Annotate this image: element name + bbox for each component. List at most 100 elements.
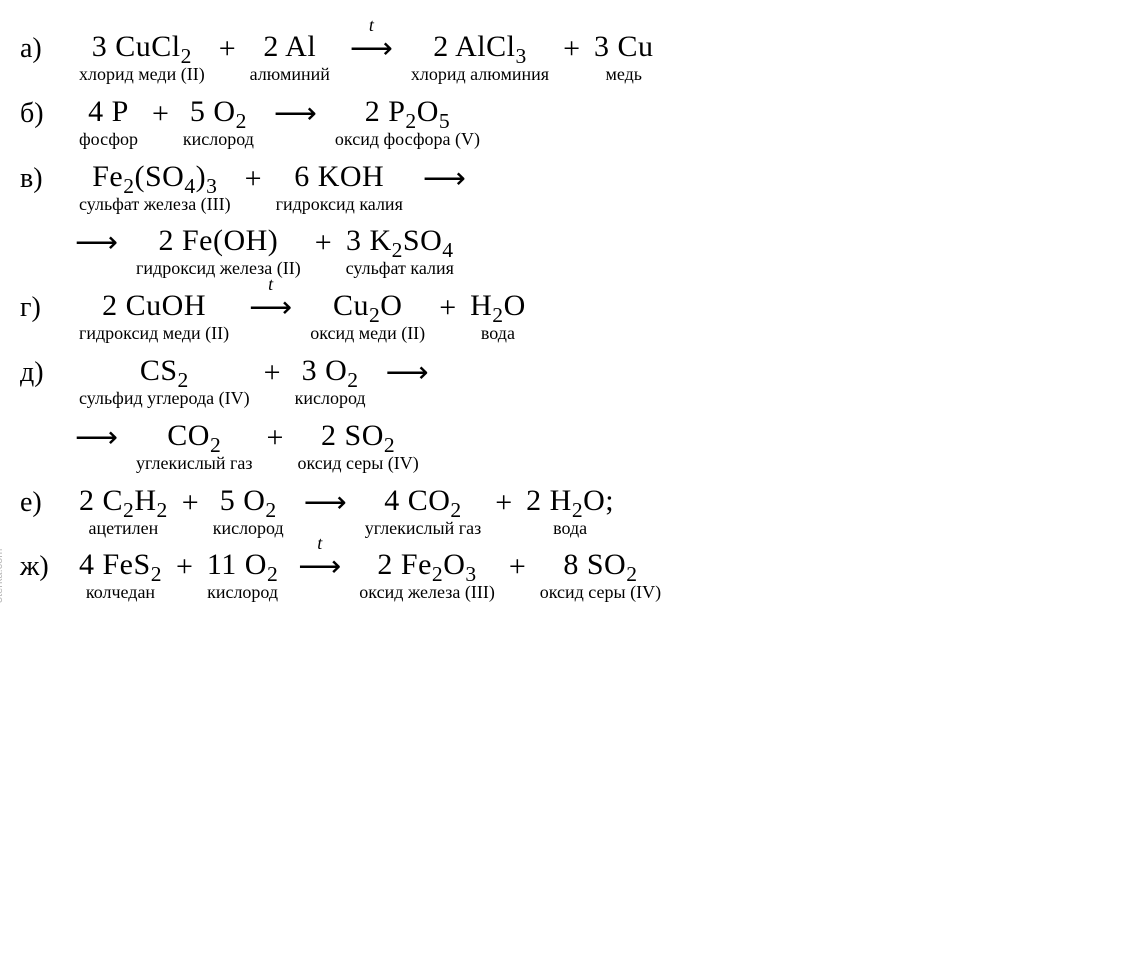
operator-plus: + (553, 30, 590, 65)
chemical-term: 3 Cuмедь (594, 30, 654, 85)
operator-plus: + (235, 160, 272, 195)
operator-plus: + (209, 30, 246, 65)
chemical-formula: 2 H2O; (526, 484, 614, 517)
compound-label: фосфор (79, 130, 138, 150)
chemical-term: 2 C2H2ацетилен (79, 484, 168, 539)
compound-label: сульфид углерода (IV) (79, 389, 250, 409)
chemical-formula: 3 O2 (302, 354, 359, 387)
chemical-formula: Fe2(SO4)3 (92, 160, 217, 193)
equation-marker: в) (20, 160, 75, 195)
chemical-term: 4 Pфосфор (79, 95, 138, 150)
equation-marker: а) (20, 30, 75, 65)
compound-label: оксид серы (IV) (297, 454, 418, 474)
chemical-term: 11 O2кислород (207, 548, 278, 603)
chemical-term: Cu2Oоксид меди (II) (310, 289, 425, 344)
chemical-formula: 5 O2 (190, 95, 247, 128)
chemical-term: 5 O2кислород (213, 484, 284, 539)
chemical-formula: 3 Cu (594, 30, 654, 63)
equation-line: в) Fe2(SO4)3сульфат железа (III)+6 KOHгид… (20, 160, 1094, 215)
compound-label: ацетилен (89, 519, 159, 539)
equation-line: ж)4 FeS2колчедан +11 O2кислород⟶t2 Fe2O3о… (20, 548, 1094, 603)
chemical-term: 2 AlCl3хлорид алюминия (411, 30, 549, 85)
operator-plus: + (142, 95, 179, 130)
chemical-formula: H2O (470, 289, 526, 322)
compound-label: хлорид меди (II) (79, 65, 205, 85)
compound-label: углекислый газ (365, 519, 482, 539)
compound-label: кислород (183, 130, 254, 150)
equation-line: г)2 CuOHгидроксид меди (II)⟶tCu2Oоксид м… (20, 289, 1094, 344)
chemical-term: 4 CO2углекислый газ (365, 484, 482, 539)
chemical-term: 2 CuOHгидроксид меди (II) (79, 289, 229, 344)
chemical-term: 8 SO2оксид серы (IV) (540, 548, 661, 603)
reaction-arrow: ⟶t (233, 289, 306, 324)
temperature-condition: t (317, 534, 320, 554)
chemical-term: H2Oвода (470, 289, 526, 344)
compound-label: колчедан (86, 583, 155, 603)
compound-label: сульфат калия (346, 259, 454, 279)
equation-marker: д) (20, 354, 75, 389)
operator-plus: + (499, 548, 536, 583)
equation-marker: г) (20, 289, 75, 324)
chemical-term: CO2углекислый газ (136, 419, 253, 474)
chemical-formula: 2 AlCl3 (433, 30, 527, 63)
compound-label: гидроксид железа (II) (136, 259, 301, 279)
chemical-term: 2 Alалюминий (250, 30, 330, 85)
chemical-formula: 2 Al (263, 30, 316, 63)
chemical-formula: 8 SO2 (563, 548, 637, 581)
chemical-formula: 11 O2 (207, 548, 278, 581)
watermark: 5terka.com (0, 549, 5, 603)
chemical-formula: CO2 (167, 419, 221, 452)
equation-line: а)3 CuCl2хлорид меди (II)+2 Alалюминий⟶t… (20, 30, 1094, 85)
compound-label: углекислый газ (136, 454, 253, 474)
compound-label: вода (553, 519, 587, 539)
chemical-term: CS2сульфид углерода (IV) (79, 354, 250, 409)
operator-plus: + (257, 419, 294, 454)
equation-marker: е) (20, 484, 75, 519)
equation-line: ⟶CO2углекислый газ+2 SO2оксид серы (IV) (20, 419, 1094, 474)
chemical-term: 3 K2SO4сульфат калия (346, 224, 454, 279)
equation-line: б)4 Pфосфор+5 O2кислород⟶2 P2O5оксид фос… (20, 95, 1094, 150)
compound-label: кислород (207, 583, 278, 603)
equation-marker: ж) (20, 548, 75, 583)
chemical-term: 2 H2O;вода (526, 484, 614, 539)
chemical-formula: 2 Fe2O3 (377, 548, 476, 581)
temperature-condition: t (369, 16, 372, 36)
chemical-term: 2 P2O5оксид фосфора (V) (335, 95, 480, 150)
chemical-term: 6 KOHгидроксид калия (276, 160, 403, 215)
operator-plus: + (305, 224, 342, 259)
chemical-formula: 4 P (88, 95, 129, 128)
compound-label: гидроксид меди (II) (79, 324, 229, 344)
chemical-term: 4 FeS2колчедан (79, 548, 162, 603)
chemical-term: 3 CuCl2хлорид меди (II) (79, 30, 205, 85)
chemical-formula: 6 KOH (294, 160, 384, 193)
equation-marker: б) (20, 95, 75, 130)
reaction-arrow: ⟶t (282, 548, 355, 583)
equation-line: ⟶ 2 Fe(OH)гидроксид железа (II)+3 K2SO4су… (20, 224, 1094, 279)
chemical-term: 3 O2кислород (295, 354, 366, 409)
chemical-formula: 2 CuOH (102, 289, 206, 322)
chemical-formula: 5 O2 (220, 484, 277, 517)
reaction-arrow: ⟶ (258, 95, 331, 130)
chemical-formula: Cu2O (333, 289, 402, 322)
reaction-arrow: ⟶ (75, 224, 132, 259)
chemical-formula: 2 SO2 (321, 419, 395, 452)
compound-label: алюминий (250, 65, 330, 85)
compound-label: оксид меди (II) (310, 324, 425, 344)
chemical-term: 5 O2кислород (183, 95, 254, 150)
chemical-formula: 4 FeS2 (79, 548, 162, 581)
chemical-term: 2 SO2оксид серы (IV) (297, 419, 418, 474)
reaction-arrow: ⟶t (334, 30, 407, 65)
chemical-term: 2 Fe2O3оксид железа (III) (359, 548, 495, 603)
temperature-condition: t (268, 275, 271, 295)
chemical-formula: 4 CO2 (384, 484, 461, 517)
compound-label: сульфат железа (III) (79, 195, 231, 215)
reaction-arrow: ⟶ (407, 160, 480, 195)
operator-plus: + (485, 484, 522, 519)
compound-label: кислород (213, 519, 284, 539)
operator-plus: + (172, 484, 209, 519)
chemical-formula: 2 Fe(OH) (158, 224, 278, 257)
chemical-formula: 2 P2O5 (365, 95, 450, 128)
compound-label: хлорид алюминия (411, 65, 549, 85)
operator-plus: + (429, 289, 466, 324)
reaction-arrow: ⟶ (370, 354, 443, 389)
